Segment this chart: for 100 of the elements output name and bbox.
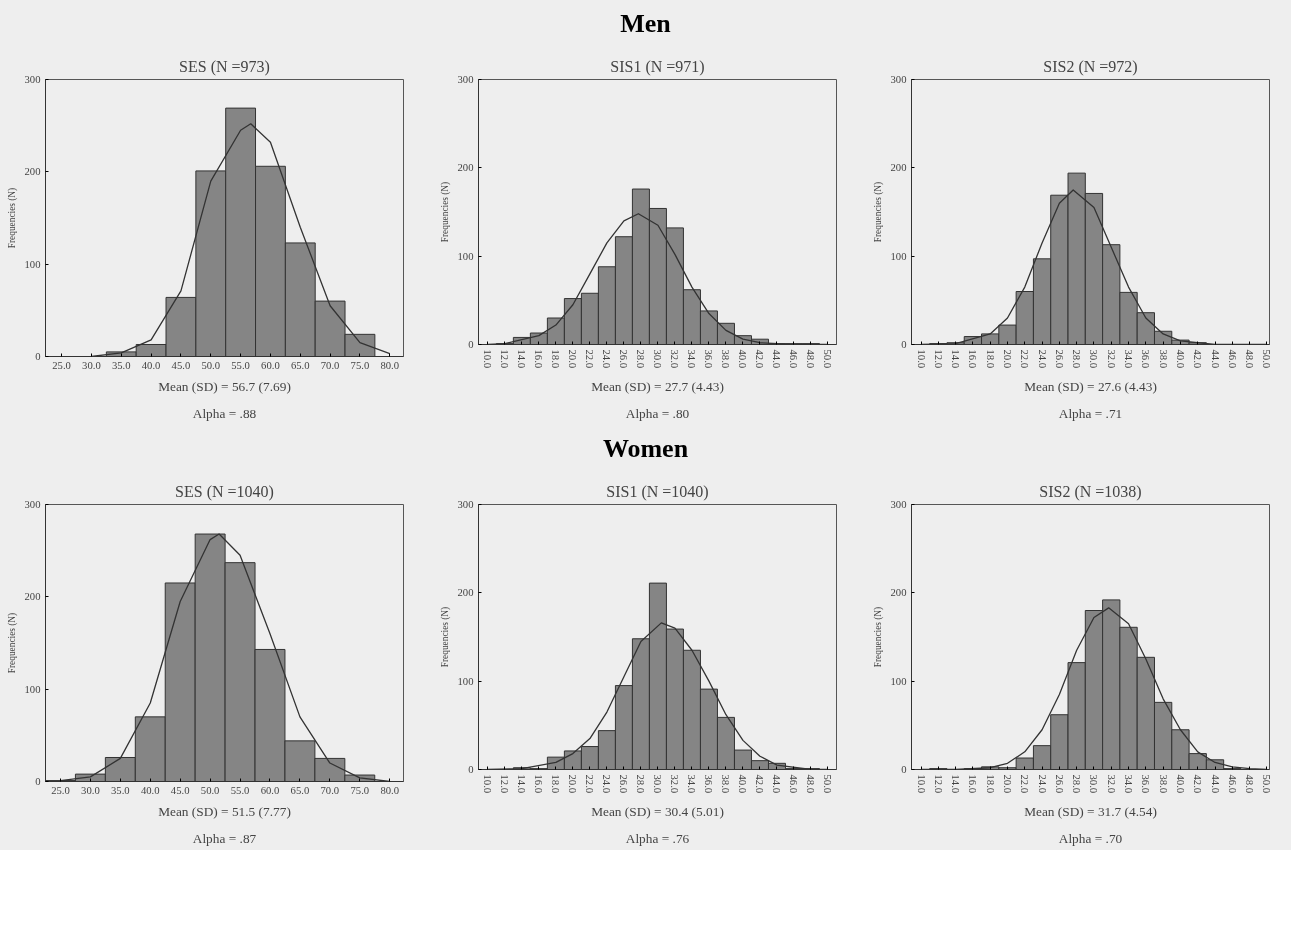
y-axis-title: Frequencies (N) bbox=[6, 612, 18, 674]
x-tick-label: 30.0 bbox=[652, 774, 664, 794]
x-tick-label: 46.0 bbox=[1226, 349, 1238, 369]
x-tick-label: 42.0 bbox=[1192, 774, 1204, 794]
chart-title: SIS2 (N =972) bbox=[1043, 57, 1138, 76]
x-tick-label: 42.0 bbox=[754, 774, 766, 794]
y-tick-label: 300 bbox=[24, 499, 41, 510]
x-tick-label: 46.0 bbox=[788, 774, 800, 794]
x-tick-label: 80.0 bbox=[380, 784, 400, 796]
x-tick-label: 10.0 bbox=[482, 774, 494, 794]
chart-title: SES (N =973) bbox=[179, 57, 270, 76]
x-tick-label: 10.0 bbox=[482, 349, 494, 369]
x-tick-label: 40.0 bbox=[1174, 349, 1186, 369]
x-tick-label: 26.0 bbox=[1053, 349, 1065, 369]
x-tick-label: 38.0 bbox=[720, 349, 732, 369]
y-tick-label: 300 bbox=[457, 74, 474, 85]
text: Mean (SD) = 30.4 (5.01) bbox=[591, 803, 724, 819]
chart-subtitle: Men bbox=[620, 8, 671, 40]
x-tick-label: 24.0 bbox=[1036, 349, 1048, 369]
y-tick-label: 300 bbox=[890, 74, 907, 85]
x-tick-label: 70.0 bbox=[320, 359, 340, 371]
x-tick-label: 20.0 bbox=[1001, 774, 1013, 794]
y-tick-label: 300 bbox=[457, 499, 474, 510]
chart-title: SIS1 (N =1040) bbox=[606, 482, 709, 501]
x-tick-label: 26.0 bbox=[618, 349, 630, 369]
y-tick-label: 100 bbox=[890, 675, 907, 687]
x-tick-label: 12.0 bbox=[932, 774, 944, 794]
y-tick-label: 300 bbox=[24, 74, 41, 85]
x-tick-label: 28.0 bbox=[1071, 349, 1083, 369]
x-tick-label: 12.0 bbox=[932, 349, 944, 369]
x-tick-label: 18.0 bbox=[984, 349, 996, 369]
text: Mean (SD) = 56.7 (7.69) bbox=[158, 378, 291, 394]
x-tick-label: 35.0 bbox=[111, 359, 131, 371]
text: Mean (SD) = 27.7 (4.43) bbox=[591, 378, 724, 394]
x-tick-label: 40.0 bbox=[1174, 774, 1186, 794]
x-tick-label: 18.0 bbox=[550, 774, 562, 794]
x-tick-label: 28.0 bbox=[635, 774, 647, 794]
x-tick-label: 30.0 bbox=[652, 349, 664, 369]
x-tick-label: 80.0 bbox=[380, 359, 400, 371]
x-tick-label: 48.0 bbox=[805, 774, 817, 794]
x-tick-label: 24.0 bbox=[1036, 774, 1048, 794]
x-tick-label: 50.0 bbox=[1261, 349, 1273, 369]
x-tick-label: 38.0 bbox=[1157, 349, 1169, 369]
x-tick-label: 55.0 bbox=[231, 359, 250, 371]
text: Alpha = .80 bbox=[625, 405, 690, 421]
x-tick-label: 44.0 bbox=[1209, 349, 1221, 369]
x-tick-label: 75.0 bbox=[350, 784, 370, 796]
x-tick-label: 24.0 bbox=[601, 349, 613, 369]
x-tick-label: 18.0 bbox=[550, 349, 562, 369]
x-tick-label: 60.0 bbox=[261, 359, 280, 371]
x-tick-label: 38.0 bbox=[720, 774, 732, 794]
y-tick-label: 100 bbox=[24, 683, 41, 695]
y-tick-label: 100 bbox=[457, 250, 474, 262]
x-tick-label: 14.0 bbox=[516, 774, 528, 794]
y-tick-label: 0 bbox=[35, 351, 41, 362]
y-axis-title: Frequencies (N) bbox=[872, 181, 884, 243]
x-tick-label: 32.0 bbox=[1105, 349, 1117, 369]
x-tick-label: 16.0 bbox=[967, 349, 979, 369]
x-tick-label: 32.0 bbox=[1105, 774, 1117, 794]
chart-title: SES (N =1040) bbox=[175, 482, 274, 501]
x-tick-label: 65.0 bbox=[290, 359, 310, 371]
x-tick-label: 10.0 bbox=[915, 774, 927, 794]
x-tick-label: 40.0 bbox=[141, 359, 161, 371]
x-tick-label: 44.0 bbox=[771, 774, 783, 794]
x-tick-label: 44.0 bbox=[771, 349, 783, 369]
x-tick-label: 16.0 bbox=[967, 774, 979, 794]
x-tick-label: 48.0 bbox=[1244, 349, 1256, 369]
x-tick-label: 38.0 bbox=[1157, 774, 1169, 794]
text: Alpha = .70 bbox=[1058, 830, 1123, 846]
y-tick-label: 200 bbox=[24, 166, 41, 178]
x-tick-label: 12.0 bbox=[499, 774, 511, 794]
x-tick-label: 14.0 bbox=[950, 349, 962, 369]
x-tick-label: 40.0 bbox=[737, 774, 749, 794]
x-tick-label: 45.0 bbox=[170, 784, 190, 796]
x-tick-label: 30.0 bbox=[1088, 774, 1100, 794]
x-tick-label: 26.0 bbox=[1053, 774, 1065, 794]
x-tick-label: 65.0 bbox=[290, 784, 310, 796]
y-tick-label: 100 bbox=[457, 675, 474, 687]
x-tick-label: 42.0 bbox=[754, 349, 766, 369]
x-tick-label: 24.0 bbox=[601, 774, 613, 794]
x-tick-label: 34.0 bbox=[1123, 774, 1135, 794]
y-tick-label: 100 bbox=[24, 258, 41, 270]
x-tick-label: 60.0 bbox=[260, 784, 280, 796]
x-tick-label: 22.0 bbox=[1019, 774, 1031, 794]
x-tick-label: 28.0 bbox=[1071, 774, 1083, 794]
x-tick-label: 50.0 bbox=[822, 349, 834, 369]
x-tick-label: 42.0 bbox=[1192, 349, 1204, 369]
x-tick-label: 75.0 bbox=[350, 359, 370, 371]
x-tick-label: 55.0 bbox=[230, 784, 250, 796]
y-tick-label: 200 bbox=[24, 591, 41, 603]
x-tick-label: 50.0 bbox=[201, 359, 221, 371]
x-tick-label: 34.0 bbox=[686, 349, 698, 369]
chart-title: SIS2 (N =1038) bbox=[1039, 482, 1142, 501]
y-tick-label: 0 bbox=[35, 776, 41, 787]
y-tick-label: 200 bbox=[890, 587, 907, 599]
x-tick-label: 46.0 bbox=[788, 349, 800, 369]
x-tick-label: 14.0 bbox=[950, 774, 962, 794]
y-tick-label: 0 bbox=[901, 339, 907, 350]
x-tick-label: 20.0 bbox=[567, 349, 579, 369]
x-tick-label: 26.0 bbox=[618, 774, 630, 794]
